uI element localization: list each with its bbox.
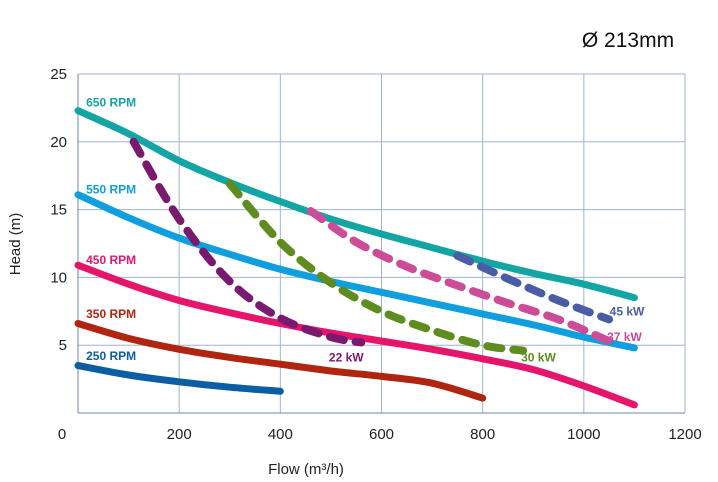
x-axis-title: Flow (m³/h) (268, 461, 344, 478)
y-tick-label: 20 (50, 134, 67, 151)
series-line-650-rpm (74, 107, 638, 302)
series-label-350-rpm: 350 RPM (86, 307, 136, 321)
series-label-250-rpm: 250 RPM (86, 349, 136, 363)
x-tick-label: 200 (167, 426, 192, 443)
chart-axes: 0 200 400 600 800 1000 1200 5 10 15 20 25 (50, 66, 701, 443)
x-tick-label: 400 (268, 426, 293, 443)
impeller-diameter-note: Ø 213mm (582, 29, 674, 52)
series-line-550-rpm (74, 191, 638, 352)
series-label-45-kw: 45 kW (610, 304, 645, 318)
y-tick-label: 5 (59, 337, 67, 354)
series-line-37-kw (306, 207, 614, 346)
x-tick-label: 800 (470, 426, 495, 443)
x-tick-label: 600 (369, 426, 394, 443)
chart-grid (78, 73, 686, 413)
series-line-350-rpm (74, 320, 487, 402)
chart-series-labels: 650 RPM 550 RPM 450 RPM 350 RPM 250 RPM 22 kW… (86, 95, 645, 364)
series-line-450-rpm (74, 261, 638, 409)
series-line-30-kw (225, 179, 528, 355)
series-line-22-kw (129, 137, 366, 347)
series-label-650-rpm: 650 RPM (86, 95, 136, 109)
y-tick-label: 10 (50, 269, 67, 286)
x-tick-label: 1200 (668, 426, 701, 443)
series-label-37-kw: 37 kW (607, 330, 642, 344)
series-line-250-rpm (74, 362, 284, 395)
y-tick-label: 25 (50, 66, 67, 83)
series-label-30-kw: 30 kW (521, 350, 556, 364)
series-label-22-kw: 22 kW (329, 350, 364, 364)
chart-series (74, 107, 638, 409)
y-tick-label: 15 (50, 202, 67, 219)
series-label-550-rpm: 550 RPM (86, 182, 136, 196)
x-tick-label: 0 (58, 426, 66, 443)
x-tick-label: 1000 (567, 426, 600, 443)
series-line-45-kw (453, 251, 614, 324)
series-label-450-rpm: 450 RPM (86, 253, 136, 267)
y-axis-title: Head (m) (7, 213, 24, 276)
